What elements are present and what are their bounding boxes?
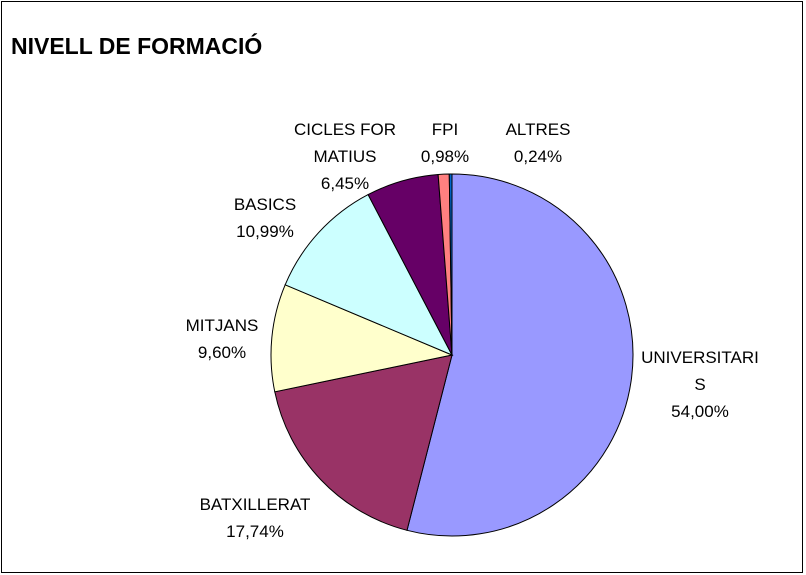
data-label: UNIVERSITARIS 54,00% — [638, 344, 762, 425]
category-label: UNIVERSITARIS — [641, 348, 759, 394]
data-label: MITJANS 9,60% — [186, 312, 259, 366]
category-label: CICLES FORMATIUS — [293, 120, 397, 166]
data-label: FPI 0,98% — [421, 116, 469, 170]
data-label: BATXILLERAT 17,74% — [200, 491, 311, 545]
chart-title: NIVELL DE FORMACIÓ — [11, 33, 263, 59]
value-label: 17,74% — [226, 522, 284, 541]
value-label: 0,98% — [420, 147, 470, 166]
data-label: CICLES FORMATIUS 6,45% — [290, 116, 400, 197]
category-label: FPI — [431, 120, 459, 139]
value-label: 6,45% — [320, 174, 370, 193]
value-label: 54,00% — [671, 402, 729, 421]
data-label: BASICS 10,99% — [234, 191, 296, 245]
value-label: 9,60% — [197, 343, 247, 362]
pie-slice — [448, 173, 453, 356]
pie-slice — [270, 284, 454, 393]
pie-slice — [274, 354, 453, 531]
category-label: BASICS — [233, 195, 297, 214]
category-label: MITJANS — [185, 316, 259, 335]
value-label: 10,99% — [236, 222, 294, 241]
pie-slice — [406, 173, 634, 537]
value-label: 0,24% — [513, 147, 563, 166]
pie-slice — [284, 193, 454, 357]
data-label: ALTRES 0,24% — [506, 116, 571, 170]
category-label: BATXILLERAT — [199, 495, 311, 514]
category-label: ALTRES — [505, 120, 571, 139]
